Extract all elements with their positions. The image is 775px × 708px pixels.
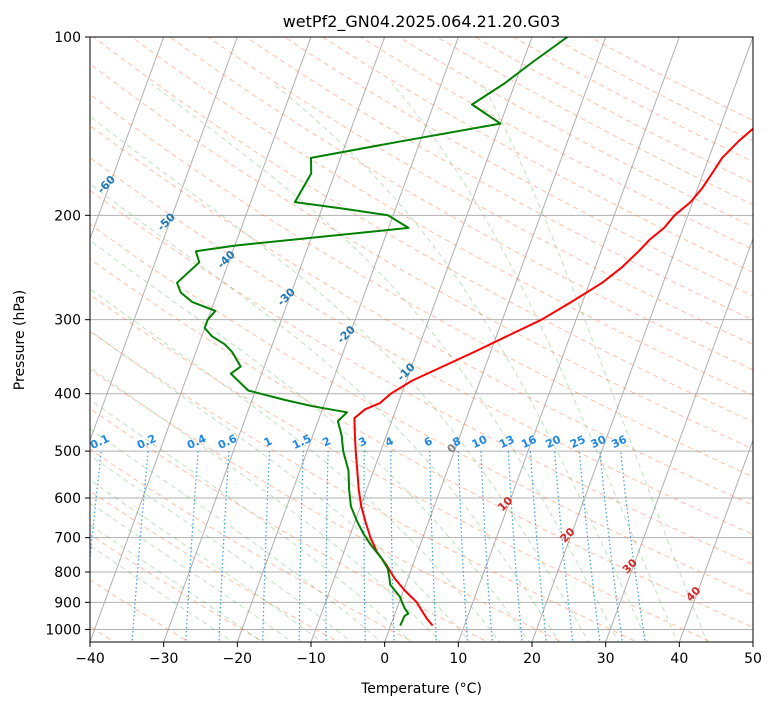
dry-adiabat-line bbox=[130, 37, 753, 397]
mixing-ratio-label: 20 bbox=[544, 433, 564, 451]
mixing-ratio-line bbox=[262, 451, 271, 642]
mixing-ratio-line bbox=[363, 451, 366, 642]
mixing-ratio-label: 25 bbox=[568, 433, 587, 451]
isotherm-line bbox=[90, 37, 238, 442]
moist-adiabat-line bbox=[90, 454, 353, 642]
y-tick-label: 700 bbox=[54, 531, 81, 547]
x-tick-label: 10 bbox=[449, 651, 467, 667]
isotherm-line bbox=[678, 438, 753, 642]
x-tick-label: 40 bbox=[670, 651, 688, 667]
moist-adiabat-line bbox=[273, 83, 649, 642]
mixing-ratio-line bbox=[298, 451, 304, 642]
dry-adiabat-line bbox=[245, 37, 753, 321]
x-tick-label: 20 bbox=[523, 651, 541, 667]
dry-adiabat-line bbox=[90, 330, 639, 642]
x-tick-label: 0 bbox=[380, 651, 389, 667]
y-tick-label: 400 bbox=[54, 387, 81, 403]
dry-adiabat-line bbox=[90, 124, 753, 506]
mixing-ratio-line bbox=[429, 451, 438, 642]
moist-adiabat-line bbox=[90, 479, 323, 642]
y-tick-label: 1000 bbox=[45, 622, 81, 638]
moist-adiabat-line bbox=[90, 544, 234, 642]
mixing-ratio-line bbox=[390, 451, 395, 642]
y-tick-label: 100 bbox=[54, 30, 81, 46]
dewpoint-profile bbox=[176, 37, 568, 627]
y-tick-label: 200 bbox=[54, 208, 81, 224]
isotherm-line bbox=[310, 37, 533, 642]
dry-adiabat-line bbox=[90, 156, 753, 536]
mixing-ratio-label: 36 bbox=[609, 433, 629, 451]
x-tick-label: −30 bbox=[149, 651, 179, 667]
moist-adiabat-line bbox=[90, 115, 590, 642]
mixing-ratio-label: 30 bbox=[589, 433, 609, 451]
isotherm-line bbox=[605, 237, 753, 642]
isotherm-line bbox=[457, 37, 680, 642]
profile-lines bbox=[176, 37, 753, 627]
x-axis: −40 −30 −20 −10 0 10 20 30 40 50 bbox=[75, 642, 762, 667]
y-tick-label: 300 bbox=[54, 313, 81, 329]
y-axis: 1000 900 800 700 600 500 400 300 200 100 bbox=[45, 30, 90, 638]
x-tick-label: −40 bbox=[75, 651, 105, 667]
isotherm-line bbox=[90, 37, 165, 241]
moist-adiabat-line bbox=[90, 524, 264, 642]
isotherm-line bbox=[384, 37, 607, 642]
y-tick-label: 500 bbox=[54, 444, 81, 460]
moist-adiabat-line bbox=[90, 183, 560, 642]
mixing-ratio-line bbox=[218, 451, 230, 642]
mixing-ratio-label: 16 bbox=[519, 433, 539, 451]
dry-adiabat-line bbox=[90, 258, 753, 629]
mixing-ratio-label: 13 bbox=[497, 433, 516, 451]
dry-adiabat-line bbox=[90, 189, 753, 566]
moist-adiabat-line bbox=[151, 83, 619, 642]
mixing-ratio-label: 10 bbox=[470, 433, 490, 451]
dry-adiabat-line bbox=[90, 407, 489, 642]
mixing-ratio-line bbox=[457, 451, 469, 642]
dry-adiabat-line bbox=[90, 63, 753, 450]
plot-frame bbox=[89, 36, 754, 643]
moist-adiabat-line bbox=[90, 239, 531, 642]
y-axis-label: Pressure (hPa) bbox=[12, 290, 28, 390]
y-tick-label: 800 bbox=[54, 565, 81, 581]
y-tick-label: 600 bbox=[54, 491, 81, 507]
chart-title: wetPf2_GN04.2025.064.21.20.G03 bbox=[283, 12, 561, 32]
dry-adiabat-line bbox=[90, 533, 265, 642]
x-axis-label: Temperature (°C) bbox=[360, 681, 482, 697]
isotherm-line bbox=[163, 37, 386, 642]
isotherm-line bbox=[531, 37, 753, 642]
moist-adiabat-line bbox=[90, 428, 382, 642]
x-tick-label: −10 bbox=[296, 651, 326, 667]
dry-adiabat-line bbox=[90, 294, 713, 642]
x-tick-label: 30 bbox=[597, 651, 615, 667]
x-tick-label: 50 bbox=[744, 651, 762, 667]
y-tick-label: 900 bbox=[54, 595, 81, 611]
isotherm-line bbox=[90, 37, 312, 642]
mixing-ratio-line bbox=[325, 451, 329, 642]
moist-adiabat-line bbox=[391, 83, 678, 642]
x-tick-label: −20 bbox=[223, 651, 253, 667]
